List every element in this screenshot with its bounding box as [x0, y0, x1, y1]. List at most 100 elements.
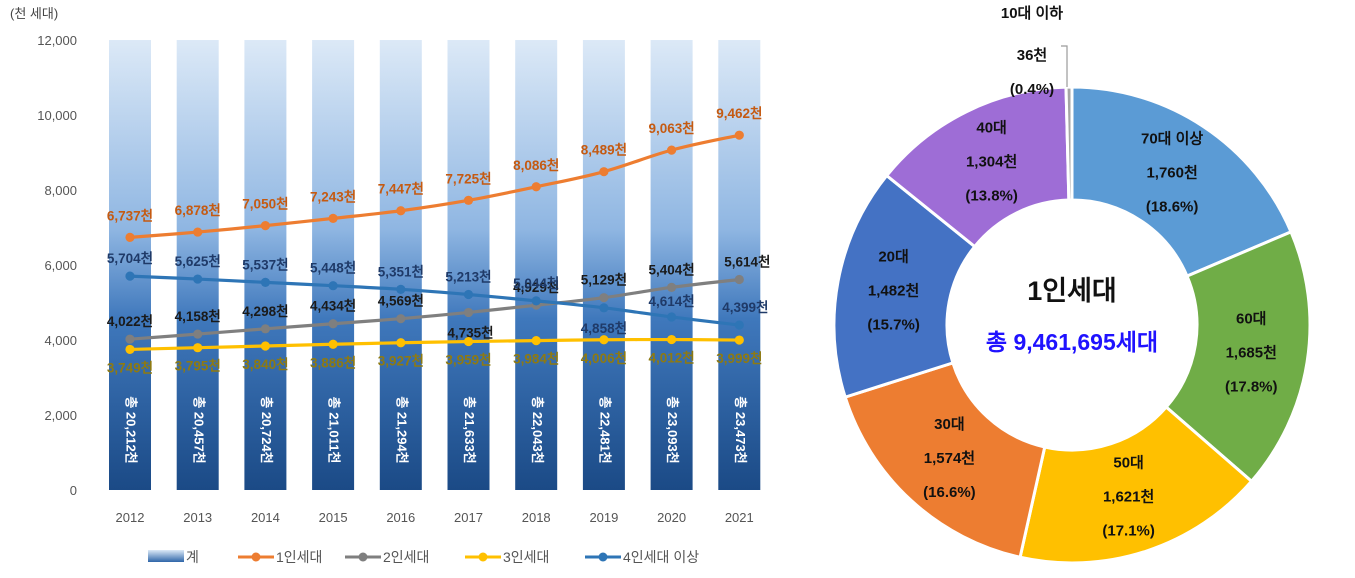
legend-label: 1인세대: [276, 549, 322, 565]
series-point: [463, 336, 474, 347]
series-point: [599, 335, 609, 345]
x-tick-label: 2019: [589, 510, 618, 525]
data-label: 4,735천: [447, 325, 493, 340]
data-label: 8,086천: [513, 158, 559, 173]
legend-swatch-marker: [358, 552, 368, 562]
series-point: [125, 271, 135, 281]
series-point: [193, 343, 203, 353]
legend-swatch-marker: [251, 552, 261, 562]
data-label: 4,858천: [581, 321, 627, 336]
series-point: [734, 320, 744, 330]
series-point: [193, 329, 203, 339]
slice-label: 10대 이하: [1001, 5, 1063, 22]
series-point: [396, 338, 406, 348]
data-label: 4,569천: [378, 294, 424, 309]
series-line: [128, 274, 741, 327]
y-tick-label: 8,000: [44, 183, 77, 198]
total-bar: [379, 40, 422, 490]
x-tick-label: 2013: [183, 510, 212, 525]
x-tick-label: 2018: [522, 510, 551, 525]
series-line: [128, 337, 741, 352]
y-tick-label: 4,000: [44, 333, 77, 348]
x-tick-label: 2015: [319, 510, 348, 525]
series-point: [328, 213, 338, 223]
data-label: 4,614천: [648, 294, 694, 309]
data-label: 4,434천: [310, 299, 356, 314]
slice-label: (13.8%): [965, 187, 1018, 204]
data-label: 5,213천: [445, 270, 491, 285]
total-bar: [312, 40, 355, 490]
legend-swatch: [148, 550, 184, 562]
data-label: 5,625천: [175, 254, 221, 269]
slice-label: 50대: [1113, 454, 1144, 471]
x-tick-label: 2016: [386, 510, 415, 525]
series-lines: 6,737천 6,878천 7,050천 7,243천 7,447천 7,725천 8,08…: [107, 106, 771, 375]
series-point: [531, 336, 541, 346]
y-tick-label: 12,000: [37, 33, 77, 48]
donut-slice: [1070, 85, 1293, 279]
legend: 계 1인세대 2인세대 3인세대 4인세대 이상: [148, 549, 699, 565]
slice-label: 1,482천: [868, 282, 919, 300]
slice-label: 1,304천: [966, 152, 1017, 170]
series-point: [328, 281, 338, 291]
data-label: 7,050천: [242, 197, 288, 212]
series-point: [734, 335, 744, 345]
series-point: [463, 289, 474, 300]
series-point: [734, 130, 744, 140]
series-point: [328, 319, 338, 329]
total-bar-label: 총 23,093천: [665, 396, 680, 463]
slice-label: (17.8%): [1225, 378, 1278, 395]
slice-label: 1,685천: [1226, 343, 1277, 361]
slice-label: 1,574천: [924, 449, 975, 467]
donut-slice: [832, 173, 977, 400]
series-point: [396, 284, 406, 294]
data-label: 7,243천: [310, 189, 356, 204]
series-point: [667, 334, 677, 345]
total-bar: [718, 40, 761, 490]
series-point: [599, 167, 609, 177]
total-bar-label: 총 21,294천: [394, 396, 409, 463]
donut-center-total: 총 9,461,695세대: [986, 329, 1158, 355]
data-label: 5,614천: [724, 254, 770, 269]
x-axis-ticks: 2012 2013 2014 2015 2016 2017 2018 2019 2020 2021: [116, 510, 754, 525]
total-bar-label: 총 21,011천: [327, 397, 342, 464]
data-label: 6,878천: [175, 203, 221, 218]
total-bar-label: 총 20,457천: [191, 396, 206, 463]
legend-label: 계: [186, 549, 199, 565]
total-bar: [582, 40, 625, 490]
legend-label: 2인세대: [383, 549, 429, 565]
legend-label: 4인세대 이상: [623, 549, 699, 565]
series-point: [260, 221, 270, 231]
donut-center-title: 1인세대: [1027, 276, 1117, 306]
y-axis-unit-label: (천 세대): [10, 6, 58, 21]
series-point: [463, 195, 474, 205]
data-label: 3,999천: [716, 351, 762, 366]
donut-slice: [884, 85, 1071, 249]
series-point: [260, 277, 270, 287]
data-label: 3,795천: [175, 359, 221, 374]
data-label: 4,298천: [242, 304, 288, 319]
data-label: 3,749천: [107, 360, 153, 375]
slice-label: 36천: [1017, 46, 1048, 64]
series-point: [599, 303, 609, 313]
series-point: [463, 307, 474, 318]
data-label: 4,022천: [107, 314, 153, 329]
data-label: 9,063천: [648, 121, 694, 136]
data-label: 5,704천: [107, 251, 153, 266]
series-line: [128, 277, 741, 341]
total-bar-label: 총 22,043천: [530, 396, 545, 463]
legend-swatch-marker: [478, 552, 488, 562]
donut-slice: [1164, 229, 1312, 484]
slice-label: (15.7%): [867, 317, 920, 334]
series-point: [260, 324, 270, 334]
x-tick-label: 2012: [116, 510, 145, 525]
slice-label: 1,760천: [1146, 164, 1197, 182]
series-point: [125, 334, 135, 344]
y-tick-label: 10,000: [37, 108, 77, 123]
series-point: [193, 274, 203, 284]
data-label: 4,158천: [175, 309, 221, 324]
data-label: 7,447천: [378, 182, 424, 197]
total-bar-label: 총 20,724천: [259, 396, 274, 463]
data-label: 5,044천: [513, 276, 559, 291]
